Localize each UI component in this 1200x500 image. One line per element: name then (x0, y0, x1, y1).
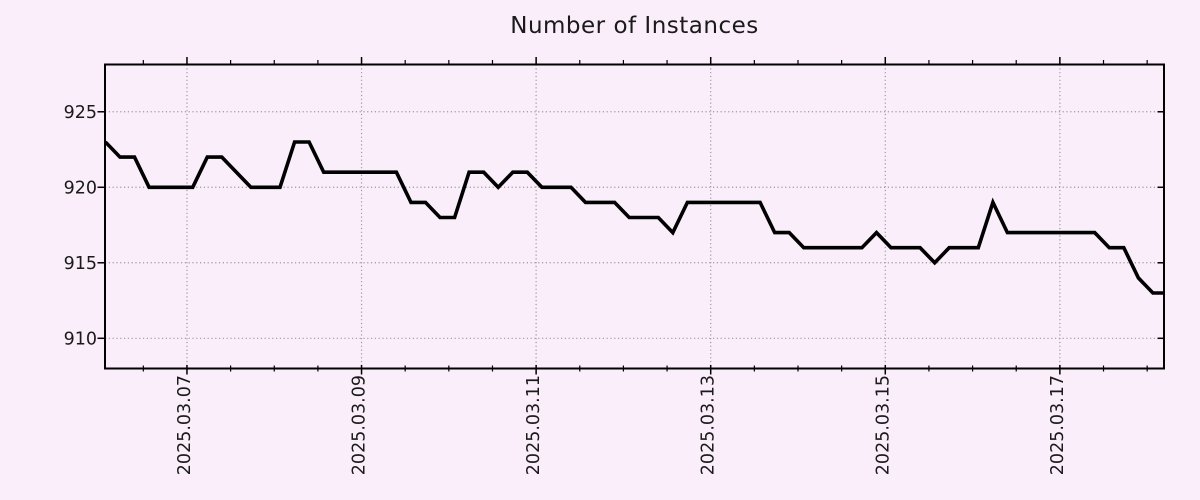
y-tick-label: 915 (64, 254, 97, 274)
x-tick-label: 2025.03.11 (524, 375, 544, 475)
y-tick-label: 920 (64, 178, 97, 198)
x-tick-label: 2025.03.07 (175, 375, 195, 475)
chart-title: Number of Instances (510, 13, 759, 39)
y-tick-label: 925 (64, 103, 97, 123)
x-tick-label: 2025.03.09 (350, 375, 370, 475)
data-line-instances (105, 140, 1164, 295)
plot-border (104, 63, 1165, 370)
y-tick-label: 910 (64, 329, 97, 349)
x-tick-label: 2025.03.15 (873, 375, 893, 475)
x-tick-label: 2025.03.13 (699, 375, 719, 475)
x-tick-label: 2025.03.17 (1048, 375, 1068, 475)
